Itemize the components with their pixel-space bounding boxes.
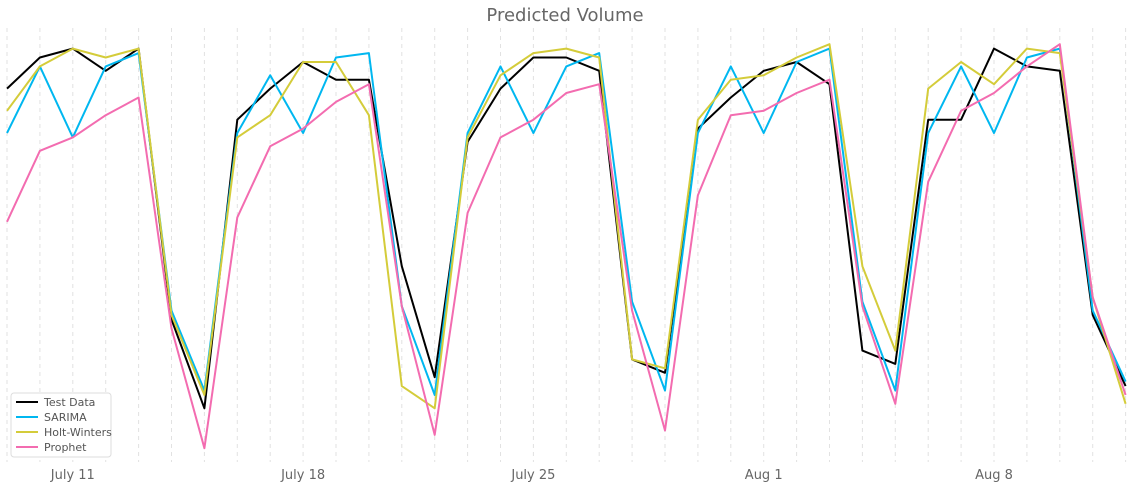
x-tick-label: July 18 <box>280 468 325 483</box>
series-lines <box>6 43 1127 450</box>
x-tick-label: July 11 <box>50 468 95 483</box>
series-line-test-data <box>6 47 1127 410</box>
chart-title: Predicted Volume <box>486 5 643 26</box>
legend-box <box>10 392 112 458</box>
legend: Test Data SARIMA Holt-Winters Prophet <box>10 392 112 458</box>
x-tick-label: Aug 1 <box>745 468 783 483</box>
x-tick-label: July 25 <box>510 468 555 483</box>
legend-label: Holt-Winters <box>44 426 112 439</box>
x-axis-tick-labels: July 11 July 18 July 25 Aug 1 Aug 8 <box>50 468 1013 483</box>
x-tick-label: Aug 8 <box>975 468 1013 483</box>
series-line-prophet <box>6 43 1127 450</box>
legend-label: Prophet <box>44 441 87 454</box>
legend-label: SARIMA <box>44 411 87 424</box>
legend-label: Test Data <box>43 396 95 409</box>
series-line-holt-winters <box>6 43 1127 410</box>
series-line-sarima <box>6 47 1127 396</box>
